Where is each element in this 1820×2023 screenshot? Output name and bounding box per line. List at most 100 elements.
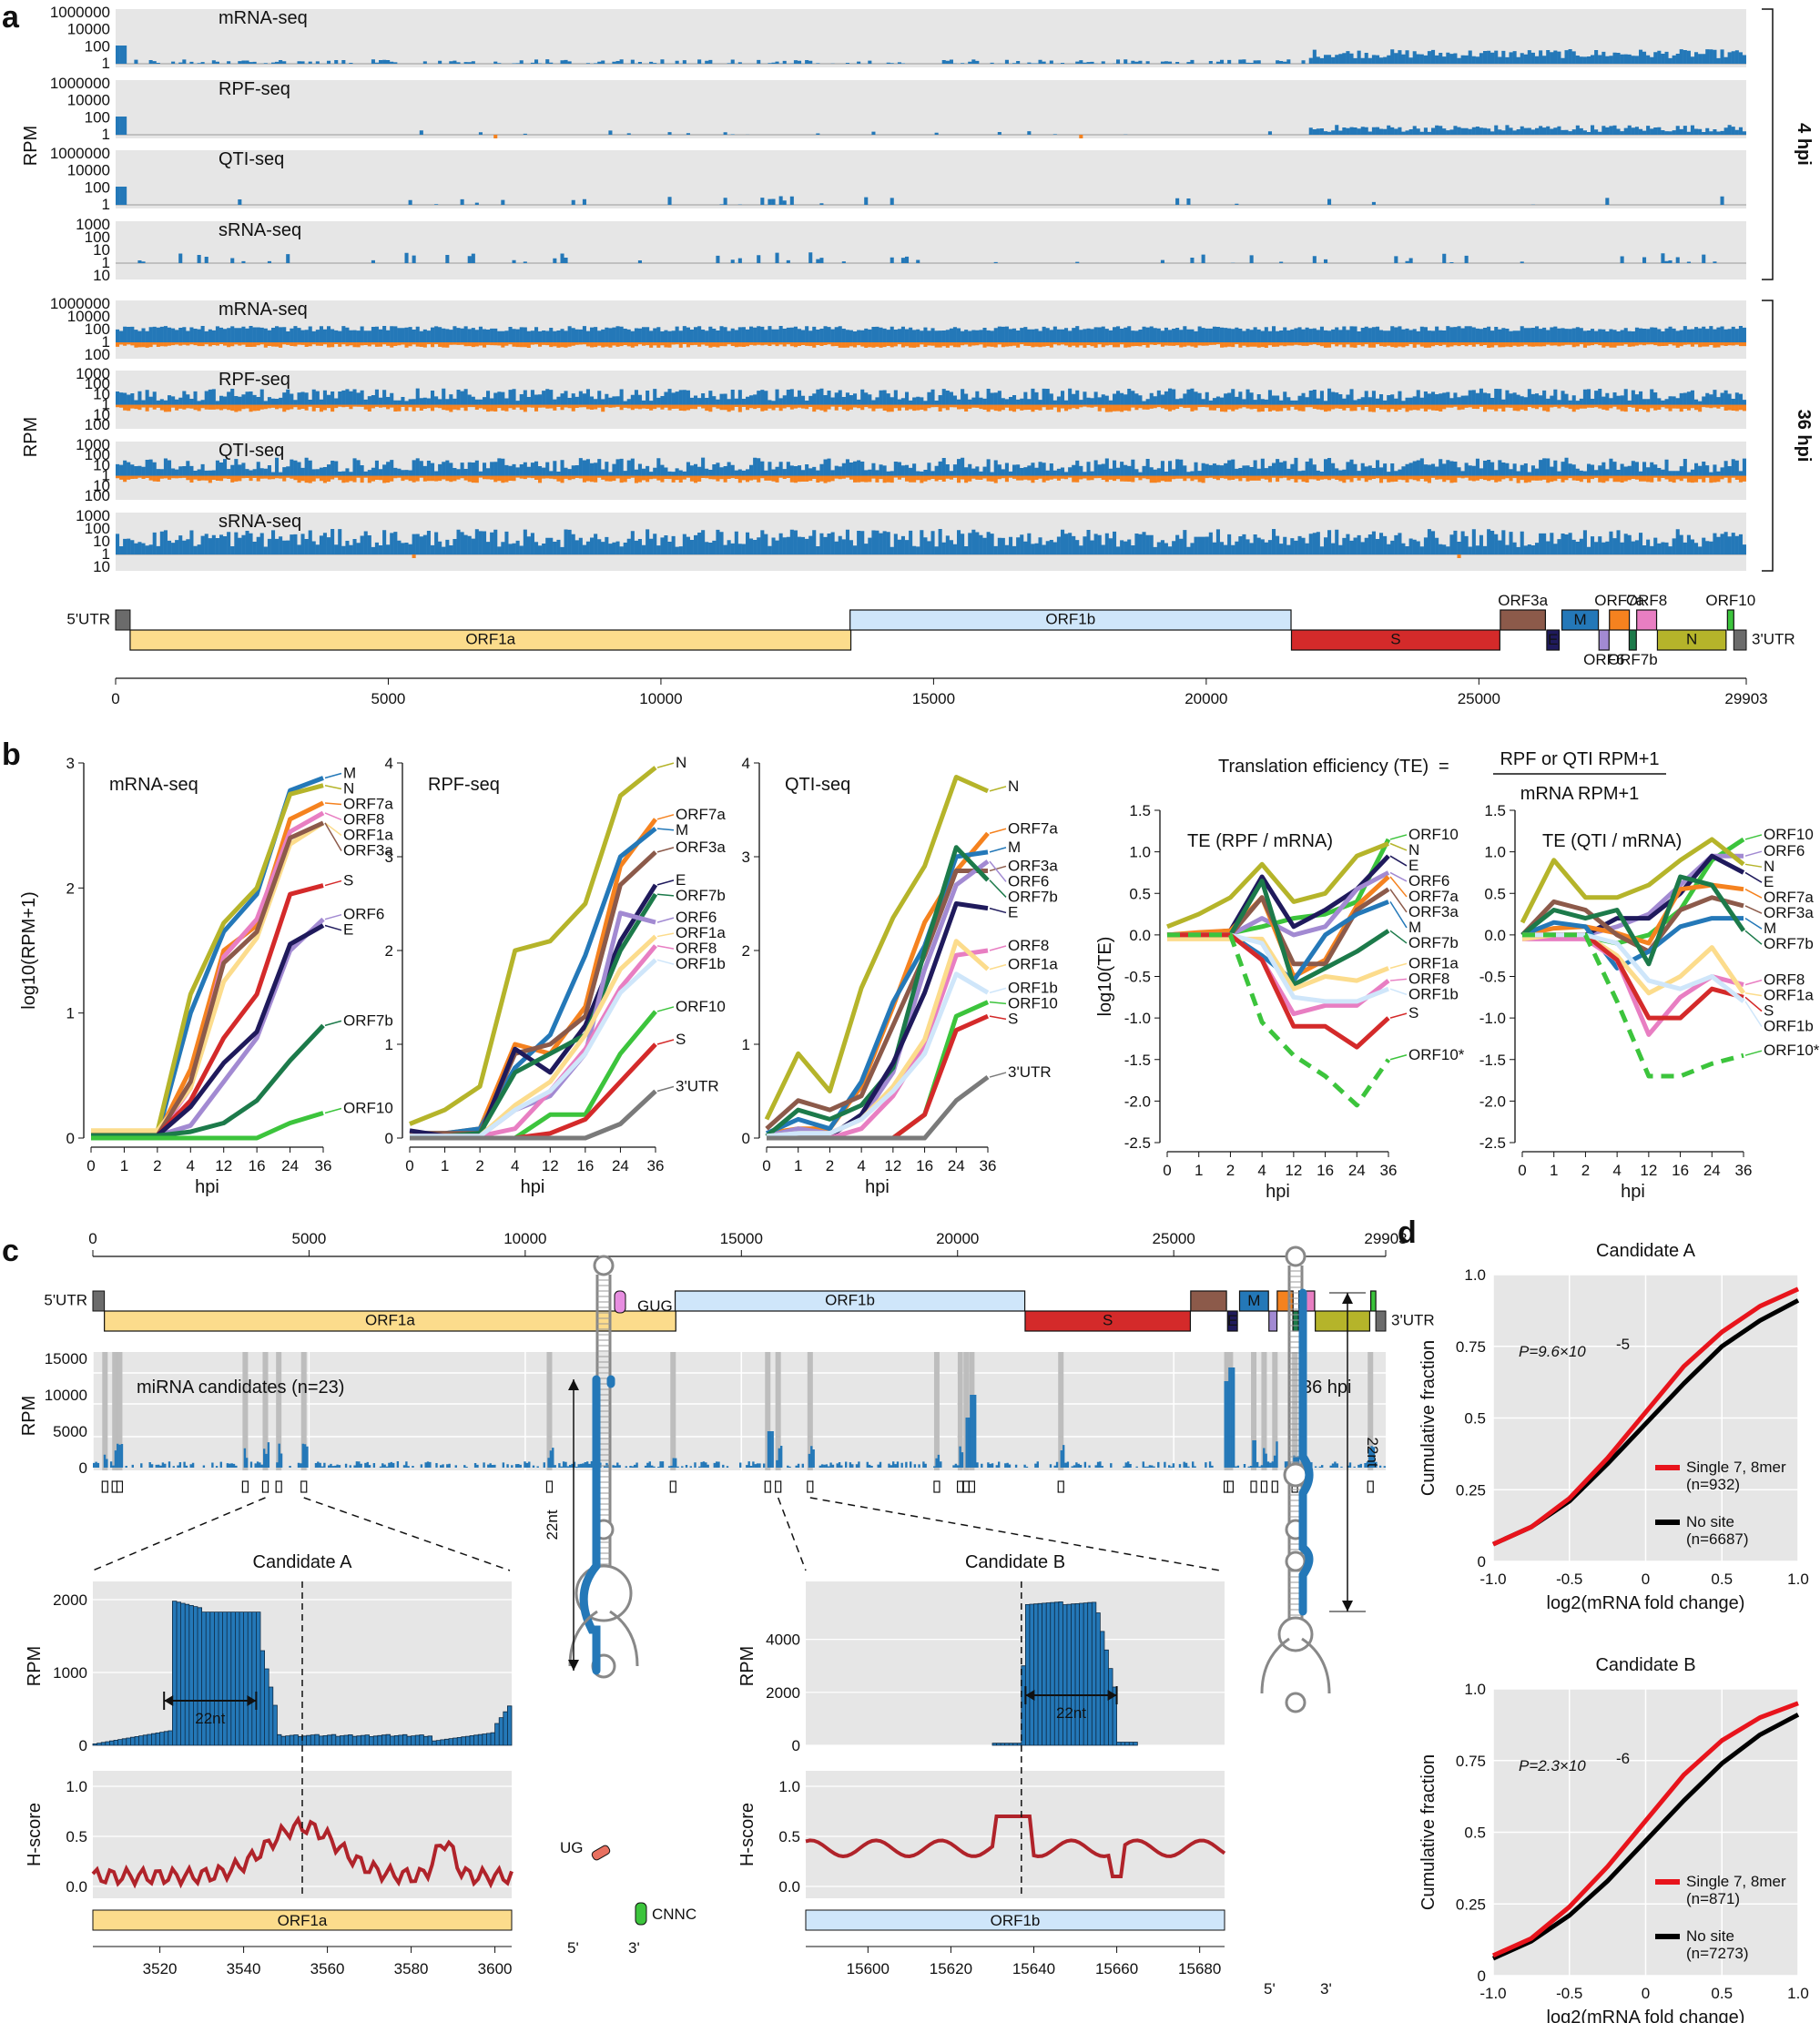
- gene-bar: [92, 1909, 513, 1931]
- five-prime-b: 5': [1264, 1980, 1276, 1998]
- genome-axis-label: 5000: [371, 690, 406, 707]
- series-line: [91, 1023, 325, 1138]
- utr3-label: 3'UTR: [1391, 1311, 1435, 1328]
- cdf-title: Candidate A: [1596, 1241, 1696, 1261]
- track-tick: 1000: [76, 507, 110, 524]
- y-tick-label: 4: [385, 755, 393, 772]
- rpm-tick: 10000: [45, 1387, 87, 1404]
- candidate-marker: [807, 1480, 814, 1493]
- track-tick: 1: [102, 396, 110, 413]
- gene-bar: [805, 1909, 1225, 1931]
- series-leader: [1389, 1054, 1408, 1061]
- y-tick-label: 0.25: [1456, 1481, 1486, 1499]
- x-tick-label: 16: [249, 1157, 266, 1174]
- y-tick-label: 2: [385, 942, 393, 960]
- track-tick: 10000: [67, 92, 110, 109]
- candidate-shade: [262, 1352, 269, 1470]
- series-label: ORF10: [1008, 994, 1058, 1012]
- series-leader: [1389, 842, 1408, 851]
- candidate-marker: [962, 1480, 970, 1493]
- rpm-tick: 4000: [766, 1632, 800, 1649]
- series-label: ORF10: [1764, 826, 1814, 843]
- x-tick-label: 1.0: [1787, 1985, 1809, 2002]
- track-tick: 1: [102, 55, 110, 72]
- bulge: [1283, 1462, 1308, 1488]
- y-axis-label: Cumulative fraction: [1418, 1754, 1439, 1910]
- cdf-line: [1491, 1286, 1800, 1547]
- y-tick-label: 3: [385, 849, 393, 866]
- x-tick-label: 0: [86, 1157, 95, 1174]
- candidate-marker: [956, 1480, 964, 1493]
- track-tick: 10: [93, 477, 110, 494]
- series-leader: [656, 932, 675, 938]
- track-tick: 100: [85, 229, 110, 246]
- series-label: ORF6: [1764, 842, 1805, 859]
- series-leader: [656, 945, 675, 950]
- series-leader: [1389, 855, 1408, 867]
- y-tick-label: 0.75: [1456, 1753, 1486, 1770]
- track-name: mRNA-seq: [219, 8, 308, 28]
- x-tick-label: 0: [1642, 1571, 1650, 1588]
- flanks: [568, 1610, 639, 1667]
- hscore-label: H-score: [737, 1803, 757, 1866]
- series-label: M: [343, 764, 356, 781]
- series-leader: [989, 865, 1007, 872]
- x-tick-label: 1.0: [1787, 1571, 1809, 1588]
- candidate-shade: [102, 1352, 108, 1470]
- bulge: [1285, 1550, 1307, 1572]
- panel-a-coverage-tracks: RPM 4 hpi1000000100001001mRNA-seq10000001…: [21, 4, 1814, 575]
- gene-label: M: [1573, 611, 1586, 628]
- gene-bar-label: ORF1a: [278, 1912, 328, 1929]
- legend-label: Single 7, 8mer: [1686, 1459, 1786, 1476]
- series-label: ORF3a: [1008, 857, 1058, 874]
- candidate-shade: [933, 1352, 940, 1470]
- panel-c-label: c: [2, 1234, 19, 1268]
- candidate-marker: [1260, 1480, 1268, 1493]
- x-tick-label: 4: [1257, 1162, 1266, 1179]
- series-label: ORF7b: [1408, 934, 1459, 951]
- hscore-panel-bg: [806, 1771, 1225, 1898]
- series-leader: [324, 879, 342, 887]
- y-tick-label: 0.25: [1456, 1896, 1486, 1913]
- series-leader: [324, 802, 342, 806]
- group-label: 4 hpi: [1794, 123, 1814, 166]
- series-label: E: [1764, 873, 1774, 890]
- series-leader: [656, 879, 675, 886]
- candidate-title: Candidate B: [965, 1552, 1065, 1572]
- candidate-marker: [1226, 1480, 1234, 1493]
- x-tick-label: 0.5: [1711, 1571, 1733, 1588]
- rpm-label: RPM: [737, 1646, 757, 1686]
- track-tick: 1000000: [50, 75, 110, 92]
- gene-box: [1726, 609, 1734, 631]
- te-formula: Translation efficiency (TE) = RPF or QTI…: [1218, 749, 1666, 804]
- gene-label: M: [1247, 1292, 1260, 1309]
- series-line: [767, 1074, 990, 1141]
- chart-title: QTI-seq: [785, 775, 850, 795]
- candidate-marker: [1250, 1480, 1257, 1493]
- x-tick-label: 12: [1285, 1162, 1302, 1179]
- series-leader: [1389, 871, 1408, 882]
- te-formula-numerator: RPF or QTI RPM+1: [1500, 749, 1659, 769]
- utr5-label: 5'UTR: [66, 610, 110, 627]
- series-label: 3'UTR: [676, 1078, 719, 1095]
- series-line: [410, 1089, 657, 1141]
- axis-tick-label: 25000: [1153, 1230, 1195, 1247]
- series-line: [766, 971, 990, 1139]
- x-tick-label: 24: [948, 1157, 965, 1174]
- gug-mark: [614, 1290, 626, 1314]
- series-leader: [1744, 889, 1763, 899]
- gene-label: ORF7b: [1608, 651, 1658, 668]
- series-leader: [1389, 930, 1408, 944]
- track-tick: 10000: [67, 162, 110, 179]
- track-name: RPF-seq: [219, 79, 290, 99]
- mirna-track-time: 36 hpi: [1302, 1377, 1352, 1398]
- candidate-marker: [545, 1480, 554, 1493]
- series-label: ORF10*: [1764, 1042, 1820, 1059]
- series-line: [91, 1111, 324, 1141]
- series-label: ORF1a: [1408, 954, 1459, 971]
- series-label: ORF1b: [1408, 985, 1459, 1002]
- y-tick-label: -2.0: [1124, 1093, 1151, 1110]
- series-leader: [1744, 1001, 1763, 1028]
- gene-box: [1500, 609, 1547, 631]
- x-tick-label: 36: [315, 1157, 332, 1174]
